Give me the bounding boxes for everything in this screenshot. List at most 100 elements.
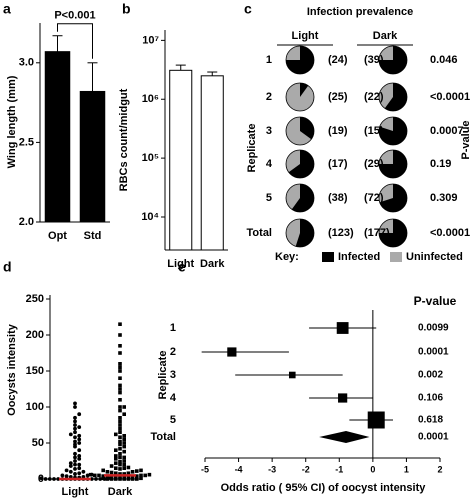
dot — [135, 474, 139, 478]
p-value: 0.19 — [430, 158, 451, 170]
p-value: 0.106 — [418, 393, 443, 404]
dot — [64, 474, 69, 479]
dot — [118, 442, 122, 447]
dot — [130, 475, 135, 479]
dot — [118, 452, 122, 456]
count-label: (15) — [364, 125, 384, 137]
dot — [77, 448, 82, 453]
dot — [105, 470, 110, 474]
dot — [118, 322, 122, 326]
x-tick-label: -4 — [235, 464, 243, 474]
dot — [105, 477, 110, 481]
dot — [122, 462, 126, 467]
dot — [68, 432, 73, 437]
y2-axis-label: P-value — [460, 120, 472, 159]
dot — [122, 455, 126, 460]
column-header: Dark — [373, 30, 398, 42]
panel-letter: a — [3, 1, 11, 17]
x-tick-label: -5 — [201, 464, 209, 474]
column-header: Light — [292, 30, 319, 42]
dot — [122, 449, 126, 454]
dot — [77, 441, 82, 445]
dot — [77, 466, 82, 471]
dot — [52, 477, 56, 481]
dot — [118, 455, 122, 460]
dot — [118, 383, 122, 388]
dot — [114, 454, 118, 458]
y-axis-label: Oocysts intensity — [6, 323, 18, 416]
y-tick-label: 10⁷ — [142, 34, 159, 46]
dot — [39, 476, 44, 481]
dot — [114, 466, 118, 470]
y-tick-label: 10⁵ — [142, 152, 159, 164]
dot — [77, 412, 82, 417]
dot — [73, 451, 77, 456]
estimate-box — [227, 347, 237, 357]
dot — [81, 469, 86, 474]
dot — [101, 474, 105, 478]
dot — [139, 468, 143, 473]
y-tick-label: 250 — [26, 293, 44, 305]
dot — [77, 454, 82, 458]
dot — [118, 459, 122, 464]
dot — [118, 423, 122, 427]
dot — [77, 462, 82, 467]
dot — [109, 464, 114, 468]
dot — [118, 390, 122, 395]
count-label: (39) — [364, 54, 384, 66]
dot — [122, 434, 126, 438]
dot — [118, 430, 122, 434]
dot — [88, 472, 93, 477]
x-tick-label: Light — [167, 258, 194, 270]
dot — [122, 444, 126, 449]
x-tick-label: Light — [62, 486, 89, 498]
row-label: 2 — [266, 91, 272, 103]
dot — [77, 425, 82, 430]
p-value: 0.046 — [430, 54, 458, 66]
dot — [118, 426, 122, 431]
row-label: Total — [151, 431, 176, 443]
dot — [73, 462, 77, 467]
pie-slice — [379, 117, 407, 145]
dot — [114, 471, 118, 476]
dot — [98, 477, 103, 481]
pie-slice — [300, 83, 309, 97]
dot — [118, 405, 122, 409]
p-value: 0.0007 — [430, 125, 464, 137]
bar — [79, 90, 106, 223]
pie-slice — [300, 117, 314, 140]
x-tick-label: Dark — [200, 258, 225, 270]
dot — [122, 412, 126, 416]
count-label: (25) — [328, 91, 348, 103]
dot — [118, 439, 122, 444]
legend-swatch — [390, 252, 402, 262]
dot — [68, 469, 73, 474]
dot — [47, 477, 52, 481]
pie-slice — [288, 150, 314, 178]
y-tick-label: 200 — [26, 329, 44, 341]
dot — [114, 475, 118, 480]
dot — [64, 468, 69, 473]
dot — [118, 344, 122, 348]
p-value: 0.0001 — [418, 432, 449, 443]
p-value: 0.309 — [430, 192, 458, 204]
dot — [122, 437, 126, 442]
y-axis-label: Replicate — [157, 351, 169, 400]
dot — [143, 473, 147, 478]
dot — [73, 467, 77, 471]
dot — [139, 476, 143, 481]
dot — [73, 442, 77, 447]
row-label: Total — [247, 227, 272, 239]
dot — [77, 433, 82, 438]
dot — [114, 432, 118, 437]
pie-slice — [295, 219, 314, 247]
dot — [77, 471, 82, 476]
p-value: 0.0001 — [418, 347, 449, 358]
y-tick-label: 150 — [26, 365, 44, 377]
dot — [122, 405, 126, 409]
panel-letter: d — [3, 259, 12, 275]
y-axis-label: Wing length (mm) — [6, 75, 18, 168]
dot — [73, 459, 77, 463]
dot — [126, 475, 131, 479]
dot — [73, 430, 77, 435]
